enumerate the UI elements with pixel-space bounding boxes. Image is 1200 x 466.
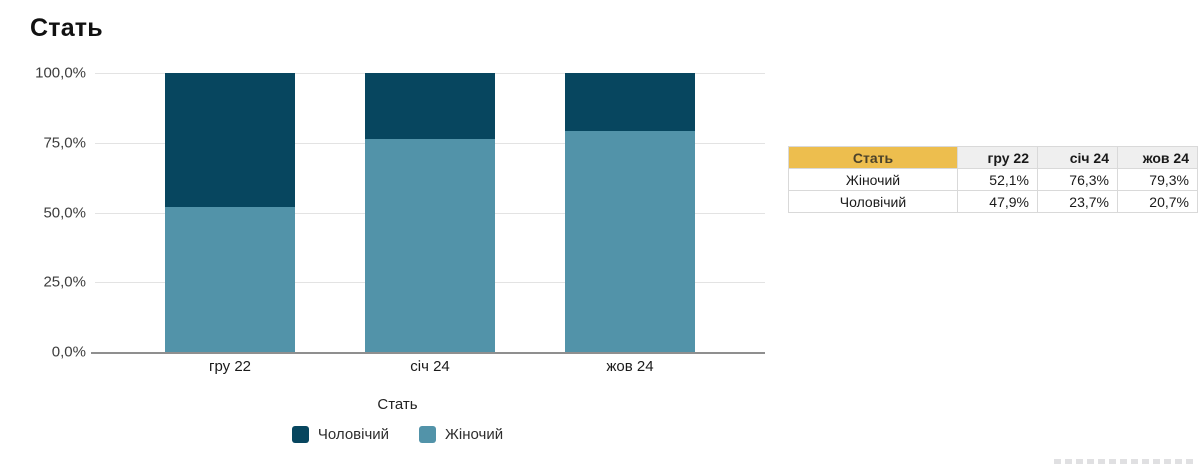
value-cell: 79,3%	[1117, 168, 1198, 191]
bars	[95, 73, 765, 352]
chart-plot-area	[91, 73, 765, 354]
x-axis-line	[91, 352, 765, 354]
bar-січ 24	[365, 73, 495, 352]
value-cell: 76,3%	[1037, 168, 1118, 191]
x-tick-label: жов 24	[606, 358, 654, 375]
table-head: Стать гру 22 січ 24 жов 24	[788, 146, 1198, 169]
legend-item-Жіночий: Жіночий	[419, 426, 503, 443]
watermark-fragment	[1054, 459, 1194, 464]
y-tick-label: 100,0%	[35, 64, 86, 82]
bar-segment-Чоловічий	[365, 73, 495, 140]
table-row: Чоловічий 47,9% 23,7% 20,7%	[788, 190, 1198, 213]
x-tick-label: січ 24	[410, 358, 450, 375]
legend-item-Чоловічий: Чоловічий	[291, 426, 390, 443]
row-label-cell: Чоловічий	[788, 190, 958, 213]
table-header-cell: січ 24	[1037, 146, 1118, 169]
value-cell: 52,1%	[957, 168, 1038, 191]
bar-segment-Чоловічий	[565, 73, 695, 131]
bar-гру 22	[165, 73, 295, 352]
chart-title: Стать	[30, 14, 103, 42]
legend-swatch	[291, 426, 309, 443]
bar-segment-Жіночий	[565, 130, 695, 352]
y-tick-label: 50,0%	[43, 204, 86, 221]
table-header-row: Стать гру 22 січ 24 жов 24	[788, 146, 1198, 169]
y-tick-label: 0,0%	[51, 343, 86, 361]
table-body: Жіночий 52,1% 76,3% 79,3% Чоловічий 47,9% 23,7…	[788, 168, 1198, 213]
table-row: Жіночий 52,1% 76,3% 79,3%	[788, 168, 1198, 191]
legend-swatch	[419, 426, 437, 443]
bar-жов 24	[565, 73, 695, 352]
bar-segment-Жіночий	[365, 139, 495, 352]
table-header-cell: Стать	[788, 146, 958, 169]
y-tick-label: 25,0%	[43, 273, 86, 291]
y-axis: 100,0% 75,0% 50,0% 25,0% 0,0%	[0, 65, 86, 361]
legend-label: Чоловічий	[317, 426, 390, 443]
y-tick-label: 75,0%	[43, 134, 86, 152]
row-label-cell: Жіночий	[788, 168, 958, 191]
bar-segment-Чоловічий	[165, 73, 295, 207]
legend-label: Жіночий	[445, 426, 504, 443]
x-axis-title: Стать	[377, 396, 418, 413]
value-cell: 23,7%	[1037, 190, 1118, 213]
bar-segment-Жіночий	[165, 206, 295, 352]
x-labels: гру 22 січ 24 жов 24	[95, 358, 765, 375]
value-cell: 20,7%	[1117, 190, 1198, 213]
table-header-cell: жов 24	[1117, 146, 1198, 169]
value-cell: 47,9%	[957, 190, 1038, 213]
x-tick-label: гру 22	[209, 358, 251, 375]
table-header-cell: гру 22	[957, 146, 1038, 169]
legend: Чоловічий Жіночий	[30, 426, 765, 443]
data-table: Стать гру 22 січ 24 жов 24 Жіночий 52,1% 76,3…	[788, 146, 1198, 213]
